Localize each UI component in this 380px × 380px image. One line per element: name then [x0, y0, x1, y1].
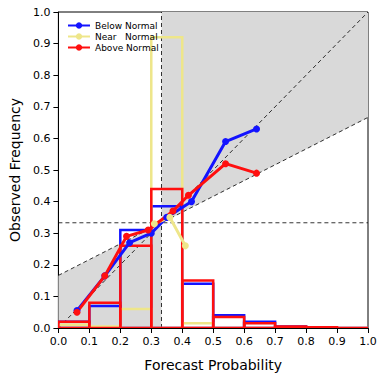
svg-text:0.2: 0.2: [112, 335, 130, 348]
svg-text:0.8: 0.8: [33, 69, 51, 82]
svg-text:0.6: 0.6: [235, 335, 253, 348]
svg-text:Below Normal: Below Normal: [95, 21, 158, 31]
svg-text:0.2: 0.2: [33, 258, 51, 271]
svg-text:0.0: 0.0: [50, 335, 68, 348]
svg-text:0.5: 0.5: [33, 164, 51, 177]
svg-text:0.3: 0.3: [33, 227, 51, 240]
svg-text:Above Normal: Above Normal: [95, 43, 159, 53]
svg-text:0.9: 0.9: [328, 335, 346, 348]
svg-text:0.1: 0.1: [33, 290, 51, 303]
svg-text:0.1: 0.1: [81, 335, 99, 348]
svg-text:Observed Frequency: Observed Frequency: [7, 98, 23, 242]
svg-text:Forecast Probability: Forecast Probability: [144, 357, 282, 373]
svg-text:0.3: 0.3: [143, 335, 161, 348]
svg-text:Near Normal: Near Normal: [95, 32, 158, 42]
svg-text:0.6: 0.6: [33, 132, 51, 145]
svg-text:1.0: 1.0: [359, 335, 377, 348]
svg-text:0.7: 0.7: [266, 335, 284, 348]
svg-text:0.9: 0.9: [33, 37, 51, 50]
svg-text:1.0: 1.0: [33, 6, 51, 19]
svg-text:0.5: 0.5: [204, 335, 222, 348]
svg-text:0.4: 0.4: [173, 335, 191, 348]
svg-text:0.8: 0.8: [297, 335, 315, 348]
svg-text:0.4: 0.4: [33, 195, 51, 208]
svg-text:0.7: 0.7: [33, 100, 51, 113]
svg-text:0.0: 0.0: [33, 322, 51, 335]
